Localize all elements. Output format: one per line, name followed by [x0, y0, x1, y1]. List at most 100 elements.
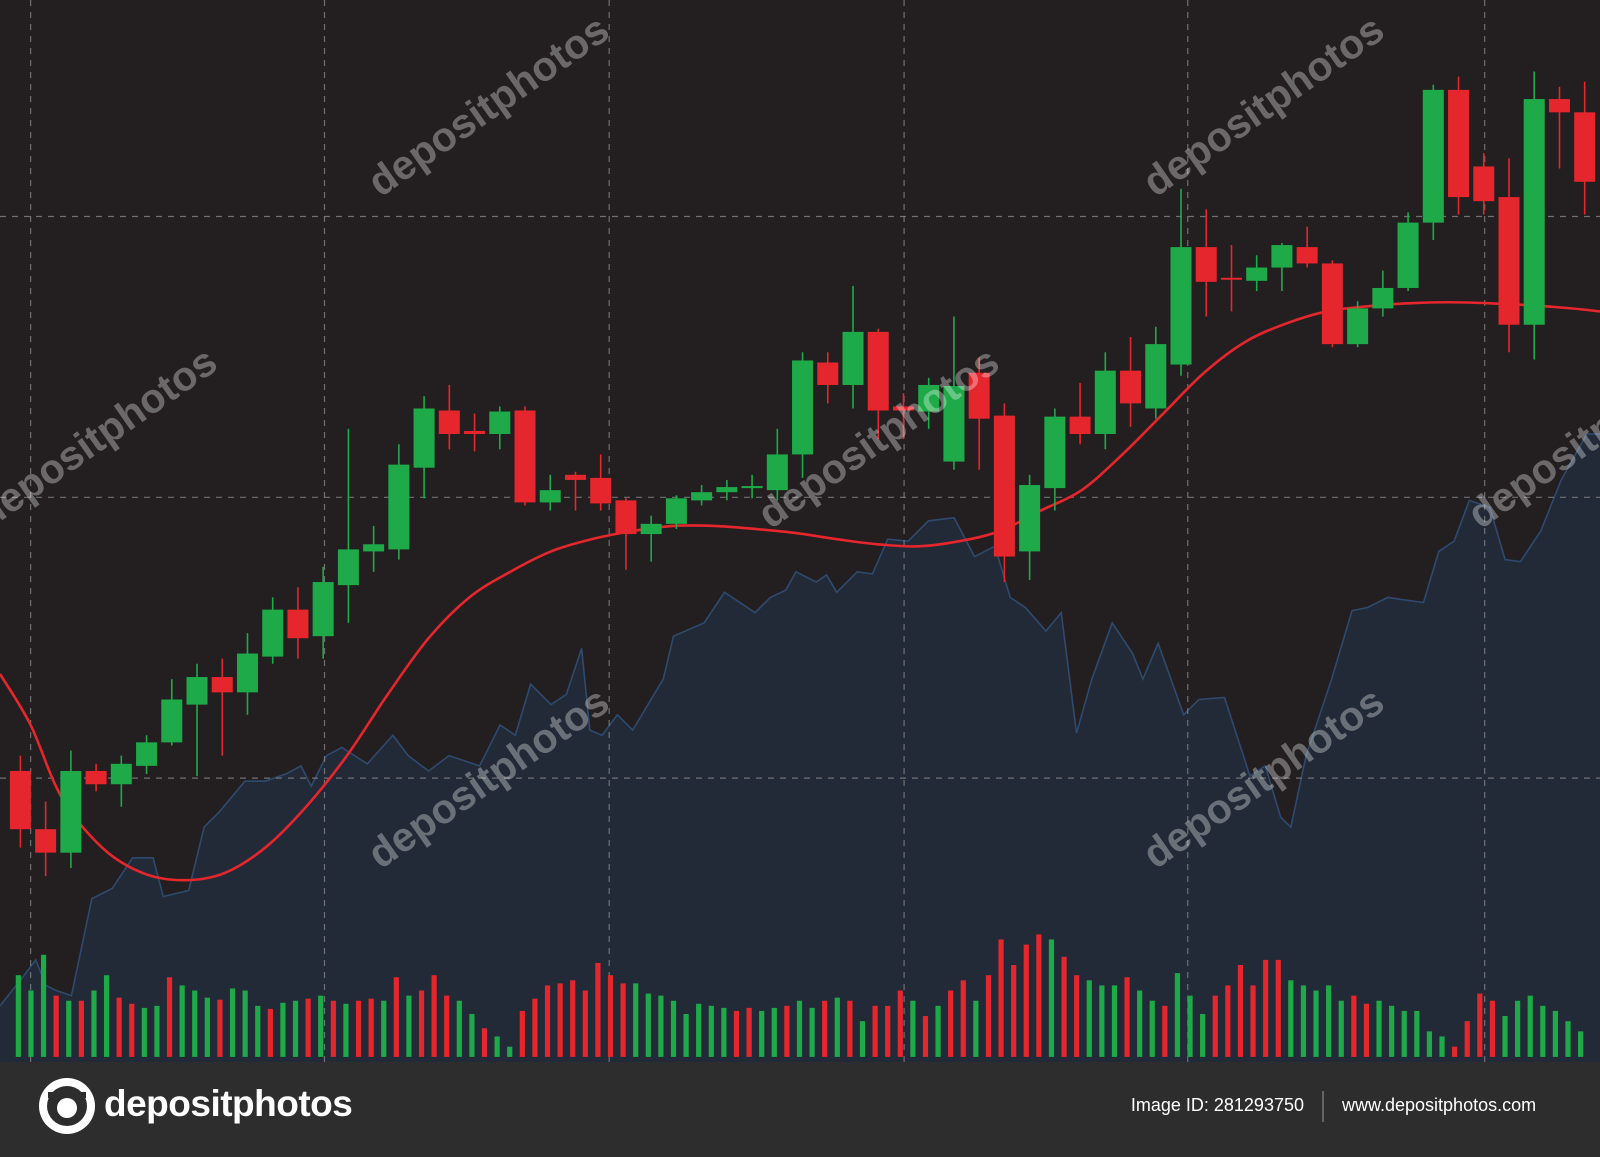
volume-bar: [1137, 990, 1143, 1057]
candle-body: [1170, 247, 1192, 365]
candle-body: [1448, 89, 1470, 198]
candle-body: [1145, 344, 1167, 409]
candle-body: [867, 331, 889, 411]
candle-body: [1296, 247, 1318, 264]
volume-bar: [15, 975, 21, 1057]
candle-body: [60, 770, 82, 853]
volume-bar: [557, 983, 563, 1057]
volume-bar: [1086, 980, 1092, 1057]
volume-bar: [217, 999, 223, 1057]
volume-bar: [910, 1000, 916, 1057]
candle-body: [1422, 89, 1444, 223]
site-url: www.depositphotos.com: [1341, 1095, 1536, 1115]
volume-bar: [318, 995, 324, 1057]
volume-bar: [683, 1014, 689, 1057]
image-id: Image ID: 281293750: [1131, 1095, 1304, 1115]
volume-bar: [1225, 985, 1231, 1057]
volume-bar: [179, 985, 185, 1057]
candle-body: [640, 523, 662, 535]
volume-bar: [1452, 1046, 1458, 1057]
candle-body: [766, 454, 788, 491]
volume-bar: [1162, 1005, 1168, 1057]
candle-body: [1347, 308, 1369, 345]
volume-bar: [469, 1014, 475, 1057]
volume-bar: [1313, 990, 1319, 1057]
volume-bar: [1074, 975, 1080, 1057]
volume-bar: [796, 1000, 803, 1057]
candle-body: [1120, 370, 1142, 404]
volume-bar: [1200, 1014, 1206, 1057]
volume-bar: [1288, 980, 1294, 1057]
volume-bar: [570, 980, 576, 1057]
candle-body: [489, 411, 511, 434]
volume-bar: [1275, 959, 1281, 1057]
candle-body: [262, 609, 284, 657]
candle-body: [287, 609, 309, 639]
volume-bar: [53, 995, 59, 1057]
candle-body: [161, 699, 183, 743]
volume-bar: [355, 1000, 362, 1057]
footer-logo-icon: [39, 1078, 95, 1134]
candle-body: [35, 829, 57, 853]
volume-bar: [1401, 1010, 1407, 1057]
volume-bar: [1565, 1021, 1571, 1057]
candle-body: [968, 372, 990, 419]
candle-body: [943, 385, 965, 462]
candle-body: [1372, 287, 1394, 309]
volume-bar: [985, 975, 992, 1057]
candle-body: [892, 406, 914, 411]
volume-bar: [1527, 995, 1533, 1057]
candle-body: [388, 464, 410, 550]
volume-bar: [1061, 956, 1067, 1057]
volume-bar: [733, 1010, 740, 1057]
volume-bar: [708, 1005, 714, 1057]
volume-bar: [116, 997, 122, 1057]
volume-bar: [922, 1016, 929, 1057]
volume-bar: [1212, 995, 1218, 1057]
volume-bar: [822, 1000, 828, 1057]
volume-bar: [154, 1005, 160, 1057]
volume-bar: [696, 1003, 702, 1057]
volume-bar: [1363, 1003, 1370, 1057]
candle-layer: [9, 71, 1596, 877]
volume-bar: [1250, 985, 1256, 1057]
volume-bar: [91, 990, 97, 1057]
volume-bar: [973, 1000, 979, 1057]
volume-bar: [242, 990, 248, 1057]
volume-bar: [40, 954, 47, 1057]
volume-bar: [859, 1021, 866, 1057]
candle-body: [186, 677, 208, 705]
volume-bar: [368, 998, 374, 1057]
candle-body: [236, 653, 258, 693]
volume-bar: [519, 1010, 525, 1057]
volume-bar: [645, 993, 651, 1057]
volume-bar: [1111, 985, 1118, 1057]
volume-bar: [280, 1002, 286, 1057]
candle-body: [1321, 263, 1343, 345]
candle-body: [211, 677, 233, 693]
volume-bar: [1426, 1031, 1433, 1057]
volume-bar: [494, 1036, 500, 1057]
volume-bar: [1011, 964, 1017, 1057]
candle-body: [1019, 485, 1041, 552]
volume-bar: [255, 1005, 261, 1057]
volume-bar: [456, 1000, 462, 1057]
volume-bar: [670, 1000, 677, 1057]
volume-bar: [771, 1007, 777, 1057]
volume-bar: [1174, 973, 1181, 1057]
volume-bar: [431, 975, 437, 1057]
volume-bar: [1464, 1021, 1470, 1057]
volume-bar: [1439, 1036, 1445, 1057]
volume-bar: [809, 1007, 815, 1057]
candle-body: [1574, 112, 1596, 182]
candle-body: [993, 415, 1015, 557]
volume-bar: [582, 990, 588, 1057]
candle-body: [842, 331, 864, 385]
volume-layer: [15, 934, 1584, 1057]
volume-bar: [1376, 1000, 1382, 1057]
volume-bar: [141, 1007, 147, 1057]
volume-bar: [1099, 985, 1105, 1057]
volume-bar: [1578, 1031, 1584, 1057]
volume-bar: [129, 1003, 135, 1057]
